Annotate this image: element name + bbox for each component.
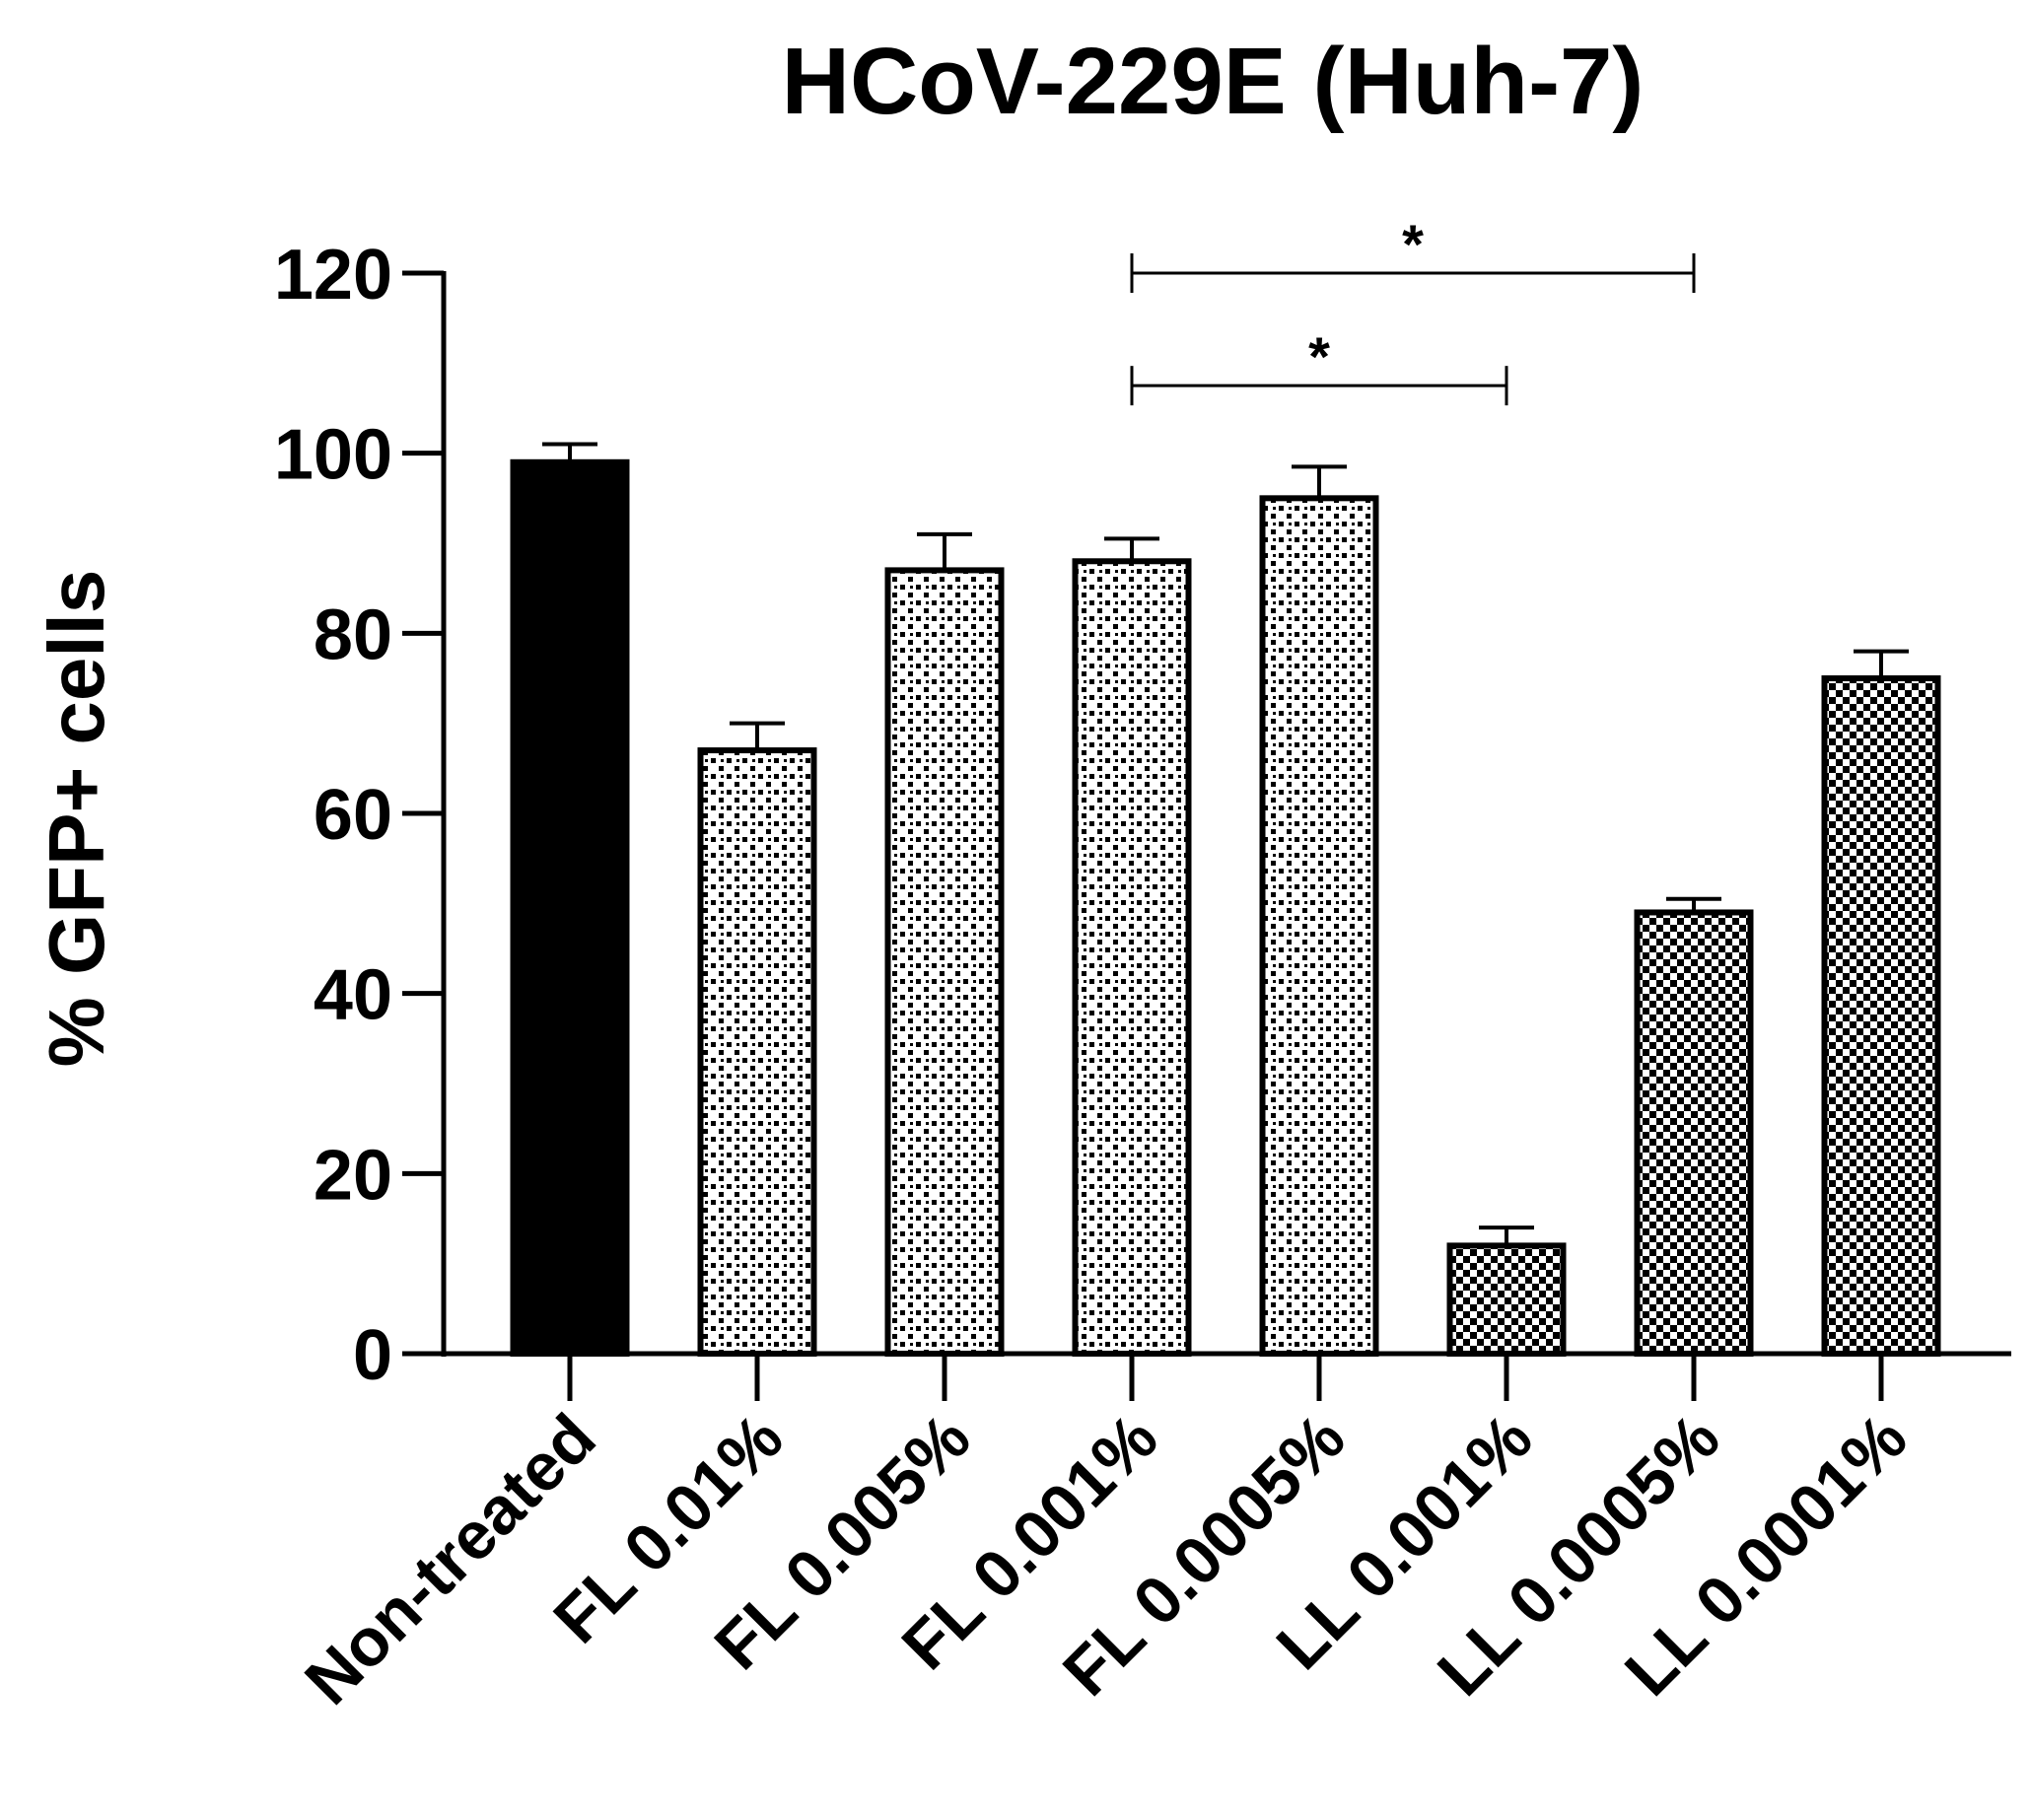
y-axis: 0 20 40 60 80 100 120 (274, 236, 447, 1395)
bar-7 (1634, 909, 1754, 1357)
chart-title: HCoV-229E (Huh-7) (782, 29, 1645, 134)
bar-6 (1446, 1242, 1567, 1358)
bar-3 (884, 567, 1005, 1357)
error-bars (542, 442, 1909, 1246)
significance-label-2: * (1308, 325, 1330, 387)
y-axis-label: % GFP+ cells (33, 570, 120, 1068)
y-tick-label: 80 (314, 595, 392, 674)
y-tick-label: 100 (274, 416, 392, 495)
significance-brackets: ** (1130, 213, 1696, 406)
y-tick-label: 0 (353, 1316, 392, 1395)
x-axis (402, 1351, 2011, 1401)
bar-5 (1259, 495, 1379, 1358)
bar-2 (697, 747, 817, 1357)
bar-4 (1072, 558, 1192, 1357)
bar-8 (1821, 675, 1941, 1357)
y-tick-label: 120 (274, 236, 392, 315)
y-tick-label: 60 (314, 776, 392, 855)
significance-label-1: * (1402, 213, 1424, 275)
bar-1 (510, 458, 630, 1357)
y-tick-label: 40 (314, 956, 392, 1035)
bars (510, 458, 1941, 1358)
x-tick-label: Non-treated (291, 1400, 610, 1719)
y-tick-label: 20 (314, 1136, 392, 1215)
